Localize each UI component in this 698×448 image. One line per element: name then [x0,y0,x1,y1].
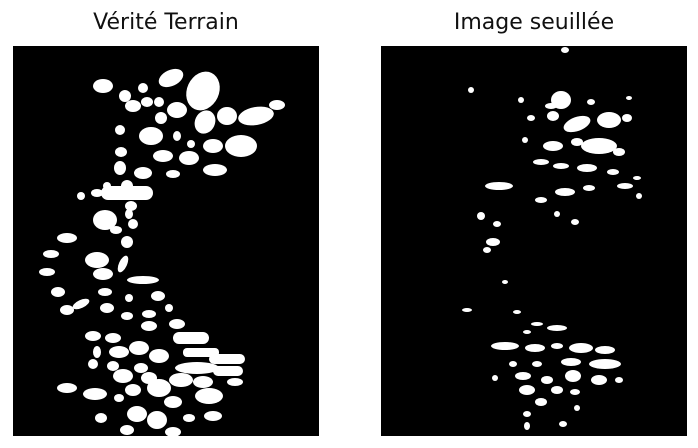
ground-truth-image [13,46,319,436]
thresholded-panel: Image seuillée [381,10,687,436]
ground-truth-panel: Vérité Terrain [13,10,319,436]
thresholded-mask [381,46,687,436]
ground-truth-mask [13,46,319,436]
thresholded-image [381,46,687,436]
ground-truth-title: Vérité Terrain [93,10,239,35]
thresholded-title: Image seuillée [453,10,615,35]
